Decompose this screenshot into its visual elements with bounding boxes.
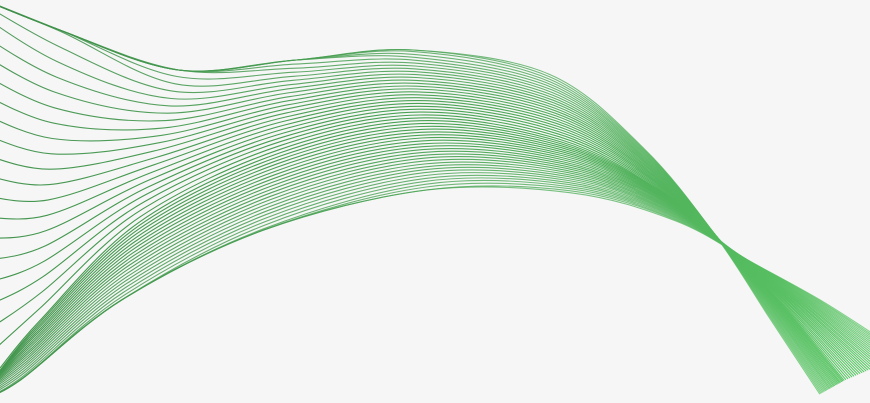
wave-line	[0, 186, 870, 393]
